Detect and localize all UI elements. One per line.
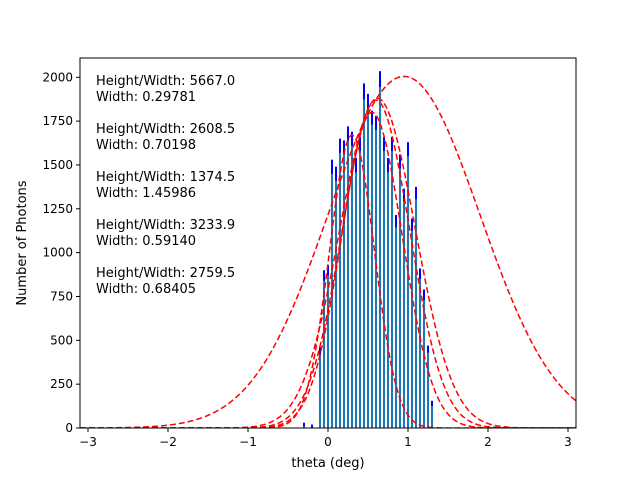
- histogram-bar: [322, 275, 326, 428]
- histogram-bar: [326, 270, 330, 428]
- fit-annotation-width: Width: 1.45986: [96, 186, 196, 201]
- histogram-bar: [406, 149, 410, 428]
- histogram-bar: [370, 117, 374, 428]
- x-tick-label: 3: [564, 435, 572, 449]
- errorbars-layer: [303, 71, 433, 428]
- histogram-bar: [358, 143, 362, 428]
- histogram-bar: [418, 273, 422, 428]
- histogram-bar: [338, 145, 342, 428]
- y-tick-label: 2000: [42, 70, 73, 84]
- y-tick-label: 1750: [42, 114, 73, 128]
- fit-annotation-height-width: Height/Width: 3233.9: [96, 218, 235, 233]
- x-tick-label: 1: [404, 435, 412, 449]
- histogram-bar: [374, 122, 378, 428]
- x-tick-label: 2: [484, 435, 492, 449]
- fit-annotation-width: Width: 0.70198: [96, 138, 196, 153]
- histogram-bar: [402, 194, 406, 428]
- fit-annotation-height-width: Height/Width: 5667.0: [96, 74, 235, 89]
- fit-curves-layer: [80, 75, 576, 428]
- x-tick-label: −3: [79, 435, 97, 449]
- x-tick-label: −1: [239, 435, 257, 449]
- y-axis-ticks: 0 250 500 750 1000 1250 1500 1750 2000: [42, 70, 80, 435]
- y-tick-label: 0: [65, 421, 73, 435]
- histogram-bar: [350, 138, 354, 428]
- fit-annotation-width: Width: 0.59140: [96, 234, 196, 249]
- y-tick-label: 250: [50, 377, 73, 391]
- histogram-bar: [378, 79, 382, 428]
- y-tick-label: 1000: [42, 246, 73, 260]
- histogram-bar: [394, 221, 398, 428]
- histogram-bar: [342, 147, 346, 428]
- histogram-bar: [390, 143, 394, 428]
- histogram-bar: [382, 143, 386, 428]
- histogram-bar: [334, 173, 338, 428]
- histogram-bar: [422, 294, 426, 428]
- histogram-bar: [362, 91, 366, 428]
- histogram-bar: [426, 349, 430, 428]
- fit-annotation-height-width: Height/Width: 2608.5: [96, 122, 235, 137]
- fit-annotation-width: Width: 0.29781: [96, 90, 196, 105]
- x-tick-label: 0: [324, 435, 332, 449]
- histogram-bar: [366, 101, 370, 428]
- y-axis-label: Number of Photons: [15, 180, 30, 305]
- x-axis-ticks: −3 −2 −1 0 1 2 3: [79, 428, 572, 449]
- histogram-bar: [386, 164, 390, 428]
- bars-layer: [302, 79, 434, 428]
- histogram-bar: [398, 161, 402, 428]
- x-tick-label: −2: [159, 435, 177, 449]
- y-tick-label: 1500: [42, 158, 73, 172]
- gaussian-fit-curve: [80, 75, 576, 428]
- histogram-bar: [410, 224, 414, 428]
- fit-annotation-height-width: Height/Width: 1374.5: [96, 170, 235, 185]
- histogram-bar: [414, 193, 418, 428]
- histogram-bar: [346, 133, 350, 428]
- histogram-bar: [430, 403, 434, 428]
- fit-annotation-height-width: Height/Width: 2759.5: [96, 266, 235, 281]
- y-tick-label: 500: [50, 333, 73, 347]
- histogram-bar: [354, 164, 358, 428]
- fit-annotation-width: Width: 0.68405: [96, 282, 196, 297]
- y-tick-label: 750: [50, 289, 73, 303]
- y-tick-label: 1250: [42, 202, 73, 216]
- histogram-bar: [318, 350, 322, 428]
- x-axis-label: theta (deg): [291, 456, 364, 471]
